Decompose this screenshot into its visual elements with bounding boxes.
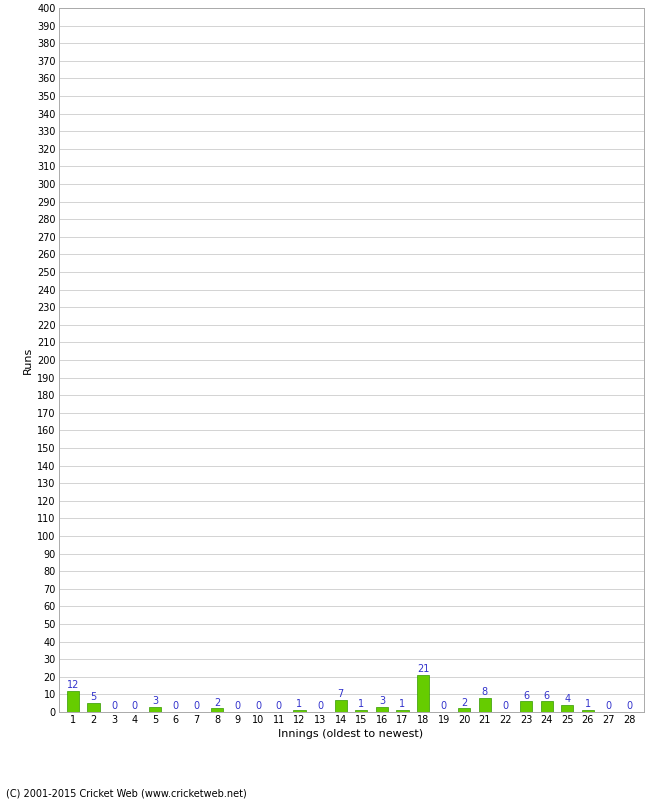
Text: 0: 0 xyxy=(605,701,612,711)
Bar xyxy=(458,709,471,712)
Bar xyxy=(355,710,367,712)
Bar xyxy=(87,703,99,712)
Text: 1: 1 xyxy=(400,699,406,710)
Y-axis label: Runs: Runs xyxy=(23,346,33,374)
Text: 1: 1 xyxy=(358,699,365,710)
Text: 4: 4 xyxy=(564,694,570,704)
Text: 5: 5 xyxy=(90,692,97,702)
Bar xyxy=(396,710,409,712)
Bar xyxy=(541,702,553,712)
Bar xyxy=(211,709,224,712)
Text: 6: 6 xyxy=(523,690,529,701)
Text: 0: 0 xyxy=(317,701,323,711)
Text: 0: 0 xyxy=(255,701,261,711)
Bar xyxy=(582,710,594,712)
X-axis label: Innings (oldest to newest): Innings (oldest to newest) xyxy=(278,729,424,739)
Text: 0: 0 xyxy=(194,701,200,711)
Text: 2: 2 xyxy=(214,698,220,708)
Text: 1: 1 xyxy=(585,699,591,710)
Text: 0: 0 xyxy=(235,701,240,711)
Text: 0: 0 xyxy=(441,701,447,711)
Bar xyxy=(376,706,388,712)
Text: 0: 0 xyxy=(132,701,138,711)
Bar xyxy=(335,700,347,712)
Bar xyxy=(417,675,429,712)
Bar xyxy=(478,698,491,712)
Text: 0: 0 xyxy=(626,701,632,711)
Text: 12: 12 xyxy=(67,680,79,690)
Text: 3: 3 xyxy=(379,696,385,706)
Text: 0: 0 xyxy=(173,701,179,711)
Text: 2: 2 xyxy=(461,698,467,708)
Text: 3: 3 xyxy=(152,696,159,706)
Text: (C) 2001-2015 Cricket Web (www.cricketweb.net): (C) 2001-2015 Cricket Web (www.cricketwe… xyxy=(6,789,247,798)
Text: 21: 21 xyxy=(417,664,429,674)
Bar xyxy=(293,710,306,712)
Bar xyxy=(67,691,79,712)
Bar xyxy=(561,705,573,712)
Bar xyxy=(520,702,532,712)
Text: 0: 0 xyxy=(502,701,508,711)
Text: 0: 0 xyxy=(111,701,117,711)
Text: 6: 6 xyxy=(543,690,550,701)
Text: 8: 8 xyxy=(482,687,488,697)
Text: 7: 7 xyxy=(337,689,344,699)
Text: 0: 0 xyxy=(276,701,282,711)
Text: 1: 1 xyxy=(296,699,302,710)
Bar xyxy=(149,706,161,712)
